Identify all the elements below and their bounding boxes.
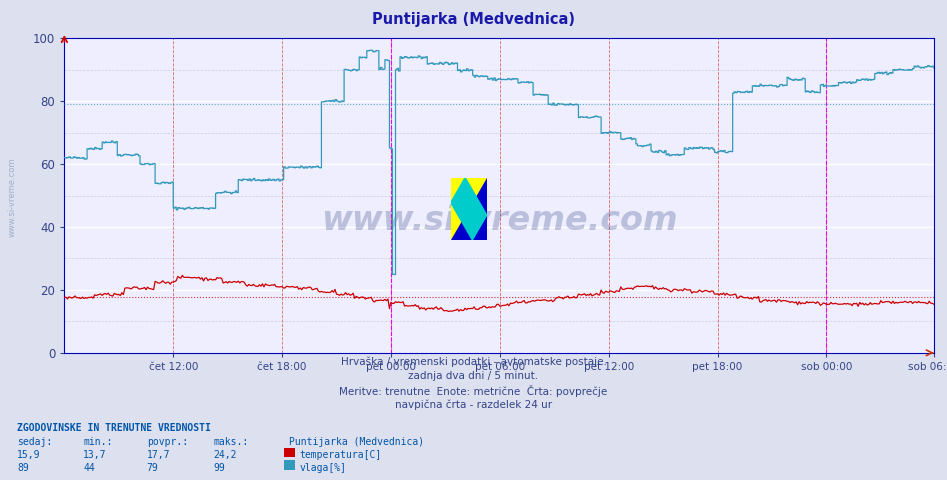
- Text: 44: 44: [83, 463, 95, 473]
- Text: 17,7: 17,7: [147, 450, 170, 460]
- Text: Puntijarka (Medvednica): Puntijarka (Medvednica): [372, 12, 575, 27]
- Text: Hrvaška / vremenski podatki - avtomatske postaje.: Hrvaška / vremenski podatki - avtomatske…: [341, 356, 606, 367]
- Text: navpična črta - razdelek 24 ur: navpična črta - razdelek 24 ur: [395, 399, 552, 410]
- Text: maks.:: maks.:: [213, 437, 248, 447]
- Text: sedaj:: sedaj:: [17, 437, 52, 447]
- Text: Meritve: trenutne  Enote: metrične  Črta: povprečje: Meritve: trenutne Enote: metrične Črta: …: [339, 385, 608, 397]
- Text: Puntijarka (Medvednica): Puntijarka (Medvednica): [289, 437, 424, 447]
- Text: 79: 79: [147, 463, 158, 473]
- Polygon shape: [451, 178, 487, 240]
- Text: vlaga[%]: vlaga[%]: [299, 463, 347, 473]
- Text: 99: 99: [213, 463, 224, 473]
- Polygon shape: [451, 178, 487, 240]
- Text: 13,7: 13,7: [83, 450, 107, 460]
- Text: www.si-vreme.com: www.si-vreme.com: [8, 157, 17, 237]
- Text: zadnja dva dni / 5 minut.: zadnja dva dni / 5 minut.: [408, 371, 539, 381]
- Text: 15,9: 15,9: [17, 450, 41, 460]
- Text: ZGODOVINSKE IN TRENUTNE VREDNOSTI: ZGODOVINSKE IN TRENUTNE VREDNOSTI: [17, 423, 211, 433]
- Text: temperatura[C]: temperatura[C]: [299, 450, 382, 460]
- Text: 24,2: 24,2: [213, 450, 237, 460]
- Polygon shape: [451, 178, 487, 240]
- Text: povpr.:: povpr.:: [147, 437, 188, 447]
- Text: min.:: min.:: [83, 437, 113, 447]
- Text: www.si-vreme.com: www.si-vreme.com: [321, 204, 677, 237]
- Text: 89: 89: [17, 463, 28, 473]
